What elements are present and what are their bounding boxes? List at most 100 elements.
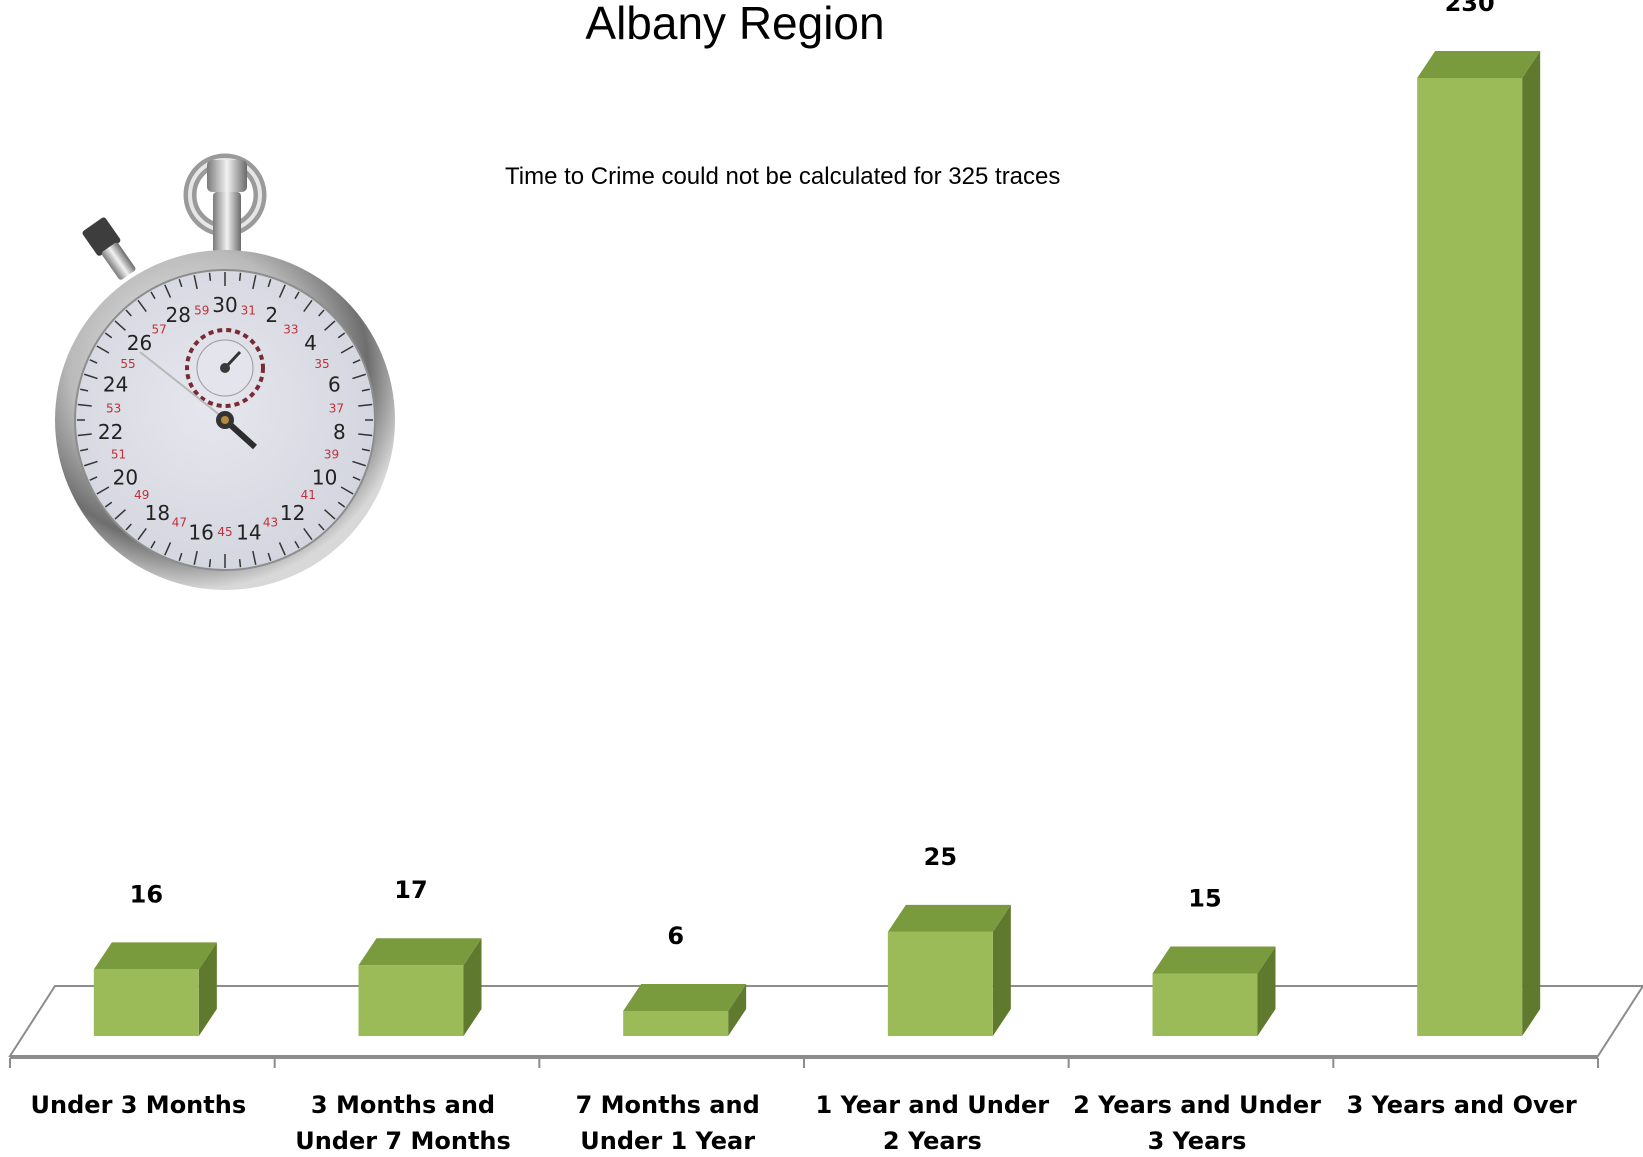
dial-tick [361, 388, 370, 392]
dial-seconds-number: 53 [106, 401, 121, 415]
x-tick-label: 7 Months and Under 1 Year [576, 1091, 760, 1155]
dial-tick [114, 320, 126, 331]
bar-side [463, 938, 482, 1036]
dial-number: 16 [188, 520, 213, 544]
bar-side [728, 984, 747, 1036]
dial-number: 8 [333, 420, 346, 444]
dial-tick [358, 403, 373, 407]
dial-tick [114, 509, 126, 520]
x-axis-ticks [9, 1058, 1599, 1068]
dial-tick [125, 523, 132, 531]
dial-tick [125, 309, 132, 317]
dial-tick [150, 291, 156, 300]
dial-tick [89, 476, 98, 481]
data-label: 17 [394, 876, 427, 904]
dial-tick [178, 552, 183, 561]
bar-top [623, 984, 747, 1012]
dial-seconds-number: 59 [194, 303, 209, 317]
dial-seconds-number: 39 [324, 448, 339, 462]
dial-number: 26 [127, 331, 152, 355]
dial-seconds-number: 31 [241, 303, 256, 317]
dial-tick [137, 299, 147, 313]
dial-seconds-number: 49 [134, 488, 149, 502]
dial-number: 28 [165, 303, 190, 327]
bar-side [1257, 946, 1276, 1036]
x-tick-label: 1 Year and Under 2 Years [816, 1091, 1050, 1155]
dial-tick [303, 299, 313, 313]
dial-tick [150, 540, 156, 549]
bar-series [93, 51, 1541, 1036]
dial-tick [238, 272, 242, 281]
bar [358, 938, 482, 1036]
bar-side [198, 942, 217, 1036]
dial-tick [318, 309, 325, 317]
dial-number: 10 [312, 466, 337, 490]
dial-tick [324, 320, 336, 331]
dial-tick [77, 403, 92, 407]
dial-tick [104, 332, 113, 339]
bar-top [887, 904, 1011, 932]
dial-tick [361, 448, 370, 452]
dial-tick [80, 448, 89, 452]
dial-seconds-number: 47 [172, 515, 187, 529]
dial-tick [337, 332, 346, 339]
dial-number: 20 [113, 466, 138, 490]
dial-tick [96, 345, 110, 354]
dial-tick [96, 486, 110, 495]
dial-tick [352, 476, 361, 481]
bar [1417, 51, 1541, 1036]
dial-tick [294, 291, 300, 300]
data-label: 16 [130, 880, 163, 908]
dial-number: 30 [212, 293, 237, 317]
dial-tick [84, 373, 98, 380]
dial-tick [137, 527, 147, 541]
dial-tick [267, 552, 272, 561]
dial-tick [104, 501, 113, 508]
dial-number: 12 [280, 501, 305, 525]
dial-tick [352, 359, 361, 364]
dial-seconds-number: 51 [111, 448, 126, 462]
dial-number: 14 [236, 520, 261, 544]
bar-front [1417, 78, 1523, 1036]
chart-floor [8, 985, 1643, 1057]
bar-front [623, 1011, 729, 1036]
bar-side [1522, 51, 1541, 1036]
dial-number: 4 [304, 331, 317, 355]
bar-top [1417, 51, 1541, 78]
dial-tick [337, 501, 346, 508]
dial-tick [193, 550, 198, 565]
dial-tick [208, 272, 212, 281]
bar-front [1152, 973, 1258, 1036]
dial-tick [252, 275, 257, 290]
bar-side [992, 904, 1011, 1036]
dial-tick [178, 279, 183, 288]
dial-tick [324, 509, 336, 520]
chart-title: Albany Region [585, 0, 884, 49]
dial-tick [352, 373, 366, 380]
dial-tick [278, 284, 286, 298]
x-tick-labels: Under 3 Months 3 Months and Under 7 Months… [31, 1091, 1577, 1155]
data-label: 6 [667, 922, 684, 950]
dial-tick [89, 359, 98, 364]
dial-tick [77, 433, 92, 437]
bar-front [887, 931, 993, 1036]
data-label: 15 [1188, 885, 1221, 913]
dial-tick [238, 559, 242, 568]
dial-tick [340, 345, 354, 354]
dial-tick [352, 460, 366, 467]
dial-tick [208, 559, 212, 568]
bar-top [93, 942, 217, 970]
dial-seconds-number: 35 [314, 357, 329, 371]
data-label: 25 [924, 843, 957, 871]
dial-tick [164, 284, 172, 298]
bar [1152, 946, 1276, 1036]
dial-tick [84, 460, 98, 467]
bar [887, 904, 1011, 1036]
x-tick-label: 3 Years and Over [1347, 1091, 1577, 1119]
dial-tick [303, 527, 313, 541]
bar-top [1152, 946, 1276, 974]
dial-seconds-number: 41 [301, 488, 316, 502]
